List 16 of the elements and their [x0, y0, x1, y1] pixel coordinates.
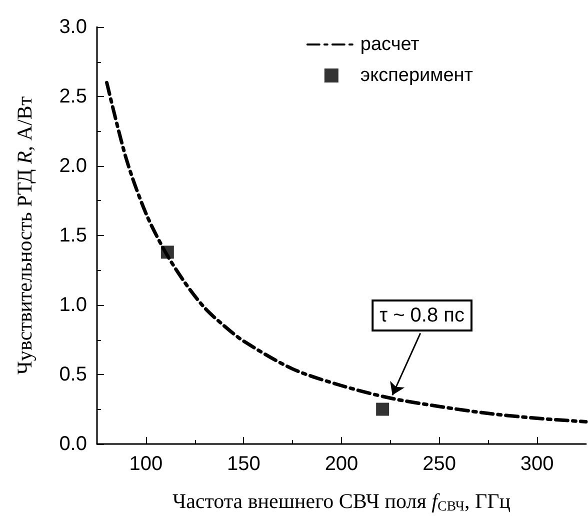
x-tick-label: 100	[129, 453, 163, 475]
x-tick-label: 300	[520, 453, 554, 475]
y-tick-label: 2.5	[59, 86, 87, 108]
x-tick-label: 200	[324, 453, 358, 475]
legend-label: эксперимент	[360, 65, 474, 86]
annotation: τ ~ 0.8 пс	[380, 304, 464, 326]
y-tick-label: 0.5	[59, 364, 87, 386]
x-tick-label: 150	[227, 453, 260, 475]
y-axis-title: Чувствительность РТД R, А/Вт	[12, 96, 36, 375]
y-tick-label: 2.0	[59, 155, 87, 177]
y-tick-label: 1.0	[59, 294, 87, 316]
x-tick-label: 250	[422, 453, 456, 475]
y-tick-label: 1.5	[59, 224, 87, 246]
y-tick-label: 3.0	[59, 16, 87, 38]
legend-label: расчет	[360, 34, 420, 55]
y-tick-label: 0.0	[59, 433, 87, 455]
